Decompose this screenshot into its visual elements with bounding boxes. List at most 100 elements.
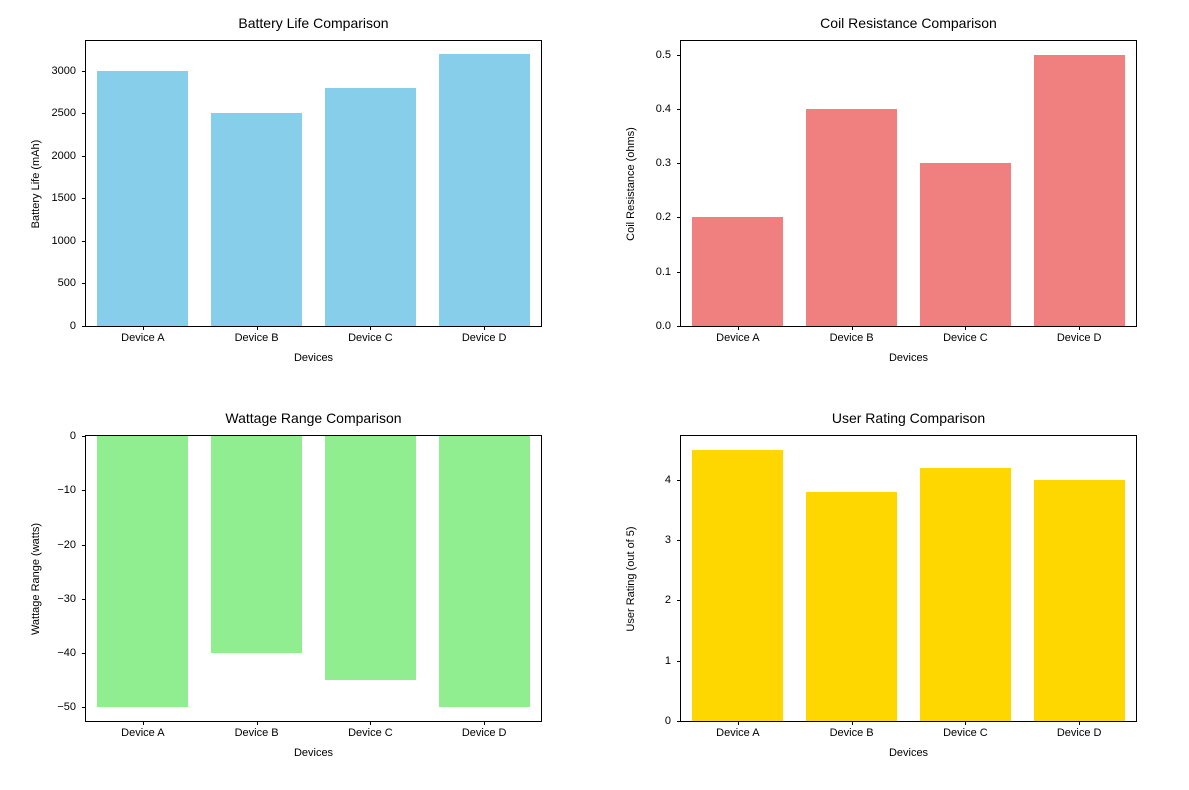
title-battery: Battery Life Comparison <box>86 15 541 31</box>
xtick-mark <box>965 721 966 725</box>
ytick-label: −50 <box>26 701 76 713</box>
bar <box>211 436 302 653</box>
ytick-mark <box>677 480 681 481</box>
xtick-label: Device D <box>462 332 507 344</box>
ytick-label: 3000 <box>26 65 76 77</box>
ytick-mark <box>82 71 86 72</box>
bar <box>1034 55 1125 326</box>
bar <box>806 109 897 326</box>
xtick-label: Device A <box>121 727 164 739</box>
xlabel-wattage: Devices <box>86 747 541 759</box>
ytick-mark <box>82 653 86 654</box>
xtick-label: Device B <box>830 727 874 739</box>
bar <box>692 217 783 326</box>
ytick-mark <box>677 661 681 662</box>
xtick-mark <box>484 721 485 725</box>
xtick-mark <box>1079 721 1080 725</box>
ytick-label: 2 <box>621 594 671 606</box>
ytick-label: 4 <box>621 474 671 486</box>
ytick-label: 0 <box>621 715 671 727</box>
xtick-label: Device C <box>943 727 988 739</box>
bar <box>920 163 1011 326</box>
xtick-mark <box>143 326 144 330</box>
ytick-mark <box>82 326 86 327</box>
xtick-label: Device B <box>830 332 874 344</box>
ytick-mark <box>82 113 86 114</box>
bar <box>692 450 783 721</box>
xtick-mark <box>852 326 853 330</box>
xtick-mark <box>738 326 739 330</box>
xtick-label: Device B <box>235 727 279 739</box>
ytick-mark <box>82 490 86 491</box>
ytick-label: 0.0 <box>621 320 671 332</box>
ytick-mark <box>82 241 86 242</box>
ytick-label: 2500 <box>26 107 76 119</box>
xtick-label: Device C <box>348 332 393 344</box>
xtick-mark <box>852 721 853 725</box>
xtick-mark <box>1079 326 1080 330</box>
ytick-mark <box>82 545 86 546</box>
ytick-label: 0.5 <box>621 49 671 61</box>
bar <box>439 436 530 707</box>
ytick-label: 0 <box>26 430 76 442</box>
ytick-mark <box>677 55 681 56</box>
ytick-mark <box>677 217 681 218</box>
ytick-mark <box>677 109 681 110</box>
xtick-mark <box>257 326 258 330</box>
ytick-label: 0 <box>26 320 76 332</box>
ytick-mark <box>677 163 681 164</box>
bar <box>325 88 416 326</box>
xtick-label: Device A <box>716 727 759 739</box>
xlabel-battery: Devices <box>86 352 541 364</box>
xtick-mark <box>257 721 258 725</box>
title-coil: Coil Resistance Comparison <box>681 15 1136 31</box>
bar <box>806 492 897 721</box>
xlabel-rating: Devices <box>681 747 1136 759</box>
xlabel-coil: Devices <box>681 352 1136 364</box>
ytick-label: −10 <box>26 484 76 496</box>
ytick-label: 1500 <box>26 192 76 204</box>
xtick-mark <box>484 326 485 330</box>
ytick-label: −30 <box>26 593 76 605</box>
ytick-label: 0.4 <box>621 103 671 115</box>
title-wattage: Wattage Range Comparison <box>86 410 541 426</box>
ytick-label: 0.2 <box>621 211 671 223</box>
ytick-mark <box>677 540 681 541</box>
ytick-mark <box>677 326 681 327</box>
xtick-label: Device D <box>462 727 507 739</box>
ytick-mark <box>677 600 681 601</box>
title-rating: User Rating Comparison <box>681 410 1136 426</box>
ytick-label: 0.1 <box>621 266 671 278</box>
xtick-label: Device D <box>1057 332 1102 344</box>
ytick-mark <box>82 707 86 708</box>
xtick-label: Device A <box>121 332 164 344</box>
bar <box>211 113 302 326</box>
figure: Battery Life Comparison Devices Battery … <box>0 0 1189 790</box>
ytick-mark <box>82 283 86 284</box>
xtick-label: Device C <box>348 727 393 739</box>
ytick-mark <box>82 436 86 437</box>
bar <box>97 71 188 326</box>
ytick-label: 2000 <box>26 150 76 162</box>
ytick-label: 3 <box>621 534 671 546</box>
ytick-mark <box>82 156 86 157</box>
ytick-mark <box>82 198 86 199</box>
ytick-mark <box>677 721 681 722</box>
plot-area-coil: Coil Resistance Comparison Devices Coil … <box>680 40 1137 327</box>
xtick-label: Device C <box>943 332 988 344</box>
xtick-mark <box>370 721 371 725</box>
ytick-label: 500 <box>26 277 76 289</box>
xtick-label: Device D <box>1057 727 1102 739</box>
ytick-mark <box>82 599 86 600</box>
plot-area-wattage: Wattage Range Comparison Devices Wattage… <box>85 435 542 722</box>
xtick-label: Device A <box>716 332 759 344</box>
xtick-label: Device B <box>235 332 279 344</box>
plot-area-battery: Battery Life Comparison Devices Battery … <box>85 40 542 327</box>
xtick-mark <box>143 721 144 725</box>
xtick-mark <box>370 326 371 330</box>
bar <box>97 436 188 707</box>
ytick-label: −20 <box>26 539 76 551</box>
xtick-mark <box>965 326 966 330</box>
bar <box>1034 480 1125 721</box>
ytick-label: 1 <box>621 655 671 667</box>
